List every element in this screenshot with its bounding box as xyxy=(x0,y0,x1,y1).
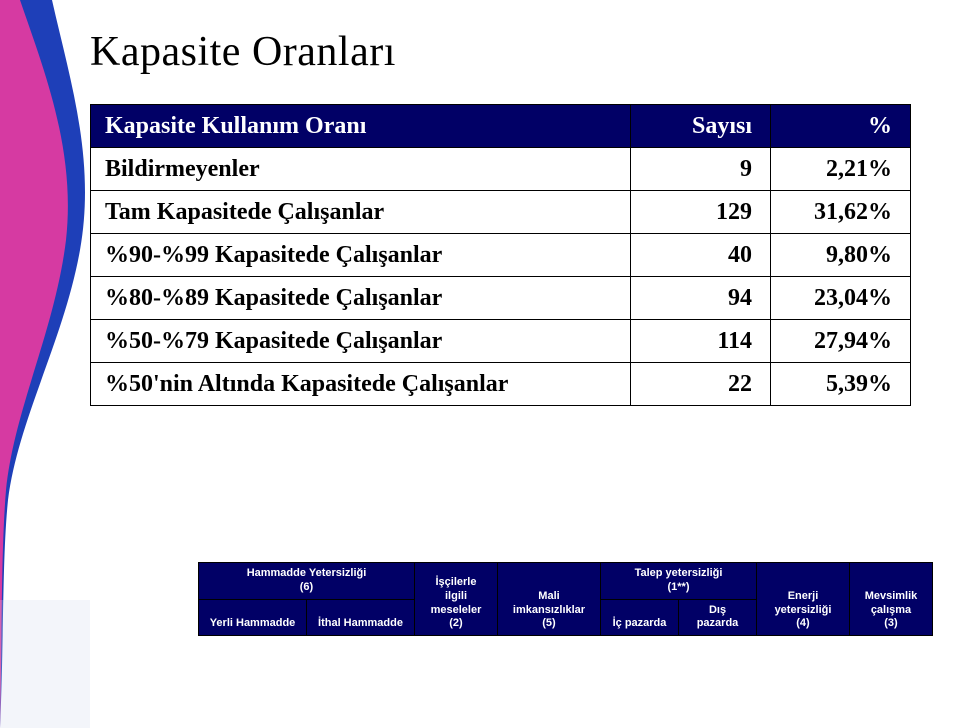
row-count: 9 xyxy=(631,148,771,191)
capacity-table-header-row: Kapasite Kullanım Oranı Sayısı % xyxy=(91,105,911,148)
factors-iscilerle: İşçilerleilgilimeseleler(2) xyxy=(415,563,498,636)
row-count: 129 xyxy=(631,191,771,234)
row-pct: 23,04% xyxy=(771,277,911,320)
capacity-table: Kapasite Kullanım Oranı Sayısı % Bildirm… xyxy=(90,104,911,406)
row-label: %90-%99 Kapasitede Çalışanlar xyxy=(91,234,631,277)
row-label: %50'nin Altında Kapasitede Çalışanlar xyxy=(91,363,631,406)
factors-ic-pazarda: İç pazarda xyxy=(601,599,679,636)
factors-talep-group: Talep yetersizliği(1**) xyxy=(601,563,757,600)
capacity-table-header-pct: % xyxy=(771,105,911,148)
row-label: %50-%79 Kapasitede Çalışanlar xyxy=(91,320,631,363)
table-row: %80-%89 Kapasitede Çalışanlar 94 23,04% xyxy=(91,277,911,320)
factors-enerji: Enerjiyetersizliği(4) xyxy=(757,563,850,636)
table-row: Tam Kapasitede Çalışanlar 129 31,62% xyxy=(91,191,911,234)
page-title: Kapasite Oranları xyxy=(90,28,920,76)
row-count: 94 xyxy=(631,277,771,320)
factors-mali: Maliimkansızlıklar(5) xyxy=(498,563,601,636)
row-label: %80-%89 Kapasitede Çalışanlar xyxy=(91,277,631,320)
table-row: %90-%99 Kapasitede Çalışanlar 40 9,80% xyxy=(91,234,911,277)
factors-mevsimlik: Mevsimlikçalışma(3) xyxy=(850,563,933,636)
row-count: 22 xyxy=(631,363,771,406)
table-row: %50-%79 Kapasitede Çalışanlar 114 27,94% xyxy=(91,320,911,363)
capacity-table-header-count: Sayısı xyxy=(631,105,771,148)
factors-hammadde-group: Hammadde Yetersizliği(6) xyxy=(199,563,415,600)
row-pct: 5,39% xyxy=(771,363,911,406)
factors-yerli-hammadde: Yerli Hammadde xyxy=(199,599,307,636)
row-pct: 9,80% xyxy=(771,234,911,277)
capacity-table-header-label: Kapasite Kullanım Oranı xyxy=(91,105,631,148)
content: Kapasite Oranları Kapasite Kullanım Oran… xyxy=(0,0,960,406)
row-count: 40 xyxy=(631,234,771,277)
table-row: %50'nin Altında Kapasitede Çalışanlar 22… xyxy=(91,363,911,406)
factors-header-table: Hammadde Yetersizliği(6) İşçilerleilgili… xyxy=(198,562,933,636)
row-pct: 2,21% xyxy=(771,148,911,191)
factors-dis-pazarda: Dışpazarda xyxy=(679,599,757,636)
row-label: Tam Kapasitede Çalışanlar xyxy=(91,191,631,234)
factors-ithal-hammadde: İthal Hammadde xyxy=(307,599,415,636)
row-count: 114 xyxy=(631,320,771,363)
factors-header-wrap: Hammadde Yetersizliği(6) İşçilerleilgili… xyxy=(198,562,933,636)
row-label: Bildirmeyenler xyxy=(91,148,631,191)
row-pct: 31,62% xyxy=(771,191,911,234)
table-row: Bildirmeyenler 9 2,21% xyxy=(91,148,911,191)
row-pct: 27,94% xyxy=(771,320,911,363)
